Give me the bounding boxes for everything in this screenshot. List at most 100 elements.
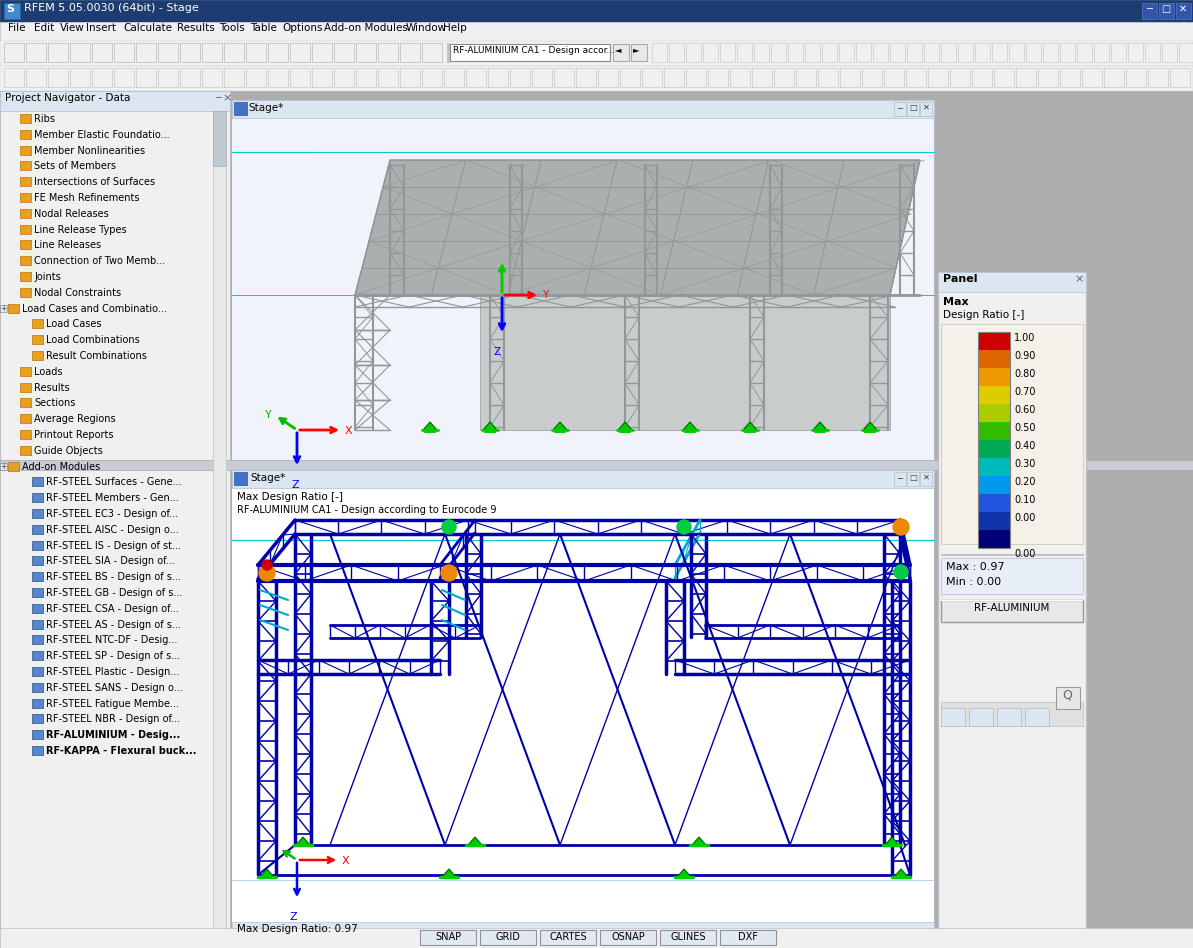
Bar [20, 241, 31, 249]
Polygon shape [863, 422, 877, 430]
Text: RF-STEEL Plastic - Design...: RF-STEEL Plastic - Design... [47, 667, 179, 677]
Bar [863, 68, 882, 87]
Text: RF-STEEL SP - Design of s...: RF-STEEL SP - Design of s... [47, 651, 180, 661]
Polygon shape [483, 422, 497, 430]
Bar [313, 43, 332, 62]
Bar [4, 68, 24, 87]
Polygon shape [618, 422, 632, 430]
Bar [48, 43, 68, 62]
Text: Results: Results [33, 383, 69, 392]
Bar [290, 68, 310, 87]
Text: RF-STEEL NTC-DF - Desig...: RF-STEEL NTC-DF - Desig... [47, 635, 178, 646]
Text: ─: ─ [215, 93, 221, 103]
Bar [246, 43, 266, 62]
Bar [8, 303, 19, 313]
Text: Ribs: Ribs [33, 114, 55, 124]
Text: RF-ALUMINIUM: RF-ALUMINIUM [975, 603, 1050, 613]
Text: Min : 0.00: Min : 0.00 [946, 577, 1001, 587]
Text: +: + [0, 462, 6, 470]
Bar [839, 43, 854, 62]
Text: Tools: Tools [220, 23, 245, 33]
Bar [231, 488, 934, 940]
Bar [774, 68, 795, 87]
Bar [1129, 43, 1143, 62]
Bar [721, 43, 735, 62]
Bar [509, 68, 530, 87]
Bar [234, 102, 247, 115]
Bar [938, 272, 1086, 292]
Bar [32, 493, 43, 502]
Bar [686, 43, 701, 62]
Text: 0.50: 0.50 [1014, 423, 1036, 433]
Text: Z: Z [494, 347, 501, 357]
Text: 0.00: 0.00 [1014, 513, 1036, 523]
Bar [20, 446, 31, 455]
Text: Average Regions: Average Regions [33, 414, 116, 424]
Bar [20, 272, 31, 281]
Bar [356, 43, 376, 62]
Bar [928, 68, 948, 87]
Polygon shape [885, 837, 900, 845]
Bar [234, 472, 247, 485]
Text: GLINES: GLINES [670, 932, 706, 942]
Bar [1148, 68, 1168, 87]
Bar [20, 209, 31, 218]
Circle shape [441, 565, 457, 581]
Bar [92, 68, 112, 87]
Bar [653, 43, 667, 62]
Polygon shape [441, 869, 456, 877]
Text: Sets of Members: Sets of Members [33, 161, 116, 172]
Bar [0, 463, 7, 469]
Circle shape [894, 519, 909, 535]
Bar [2, 930, 44, 947]
Bar [920, 102, 932, 116]
Text: ► Results: ► Results [147, 932, 190, 941]
Text: Results: Results [177, 23, 215, 33]
Bar [32, 540, 43, 550]
Bar [941, 558, 1083, 594]
Text: RFEM 5.05.0030 (64bit) - Stage: RFEM 5.05.0030 (64bit) - Stage [24, 3, 199, 13]
Bar [32, 493, 43, 502]
Text: ► Data: ► Data [5, 932, 36, 941]
Bar [100, 930, 142, 947]
Bar [907, 102, 919, 116]
Text: ► Views: ► Views [103, 932, 138, 941]
Bar [1170, 68, 1189, 87]
Text: Line Releases: Line Releases [33, 241, 101, 250]
Bar [334, 43, 354, 62]
Text: ►: ► [633, 45, 639, 54]
Bar [136, 43, 156, 62]
Bar [0, 928, 1193, 948]
Bar [554, 68, 574, 87]
Text: 0.70: 0.70 [1014, 387, 1036, 397]
Bar [1145, 43, 1160, 62]
Bar [32, 746, 43, 755]
Text: Y: Y [542, 290, 549, 300]
Bar [1056, 687, 1080, 709]
Bar [290, 43, 310, 62]
Circle shape [262, 560, 272, 570]
Text: Line Release Types: Line Release Types [33, 225, 126, 234]
Polygon shape [554, 422, 567, 430]
Bar [32, 556, 43, 565]
Bar [32, 573, 43, 581]
Bar [660, 930, 716, 945]
Text: RF-KAPPA - Flexural buck...: RF-KAPPA - Flexural buck... [47, 746, 197, 756]
Bar [703, 43, 718, 62]
Text: RF-ALUMINIUM CA1 - Design according to Eurocode 9: RF-ALUMINIUM CA1 - Design according to E… [237, 505, 496, 515]
Text: Loads: Loads [33, 367, 62, 376]
Bar [378, 43, 398, 62]
Bar [334, 68, 354, 87]
Polygon shape [296, 837, 310, 845]
Text: Nodal Constraints: Nodal Constraints [33, 288, 122, 298]
Bar [975, 43, 990, 62]
Bar [873, 43, 888, 62]
Bar [180, 68, 200, 87]
Text: Connection of Two Memb...: Connection of Two Memb... [33, 256, 166, 266]
Bar [978, 530, 1010, 548]
Bar [1179, 43, 1193, 62]
Bar [32, 509, 43, 518]
Polygon shape [676, 869, 691, 877]
Polygon shape [684, 422, 697, 430]
Text: RF-STEEL IS - Design of st...: RF-STEEL IS - Design of st... [47, 540, 181, 551]
